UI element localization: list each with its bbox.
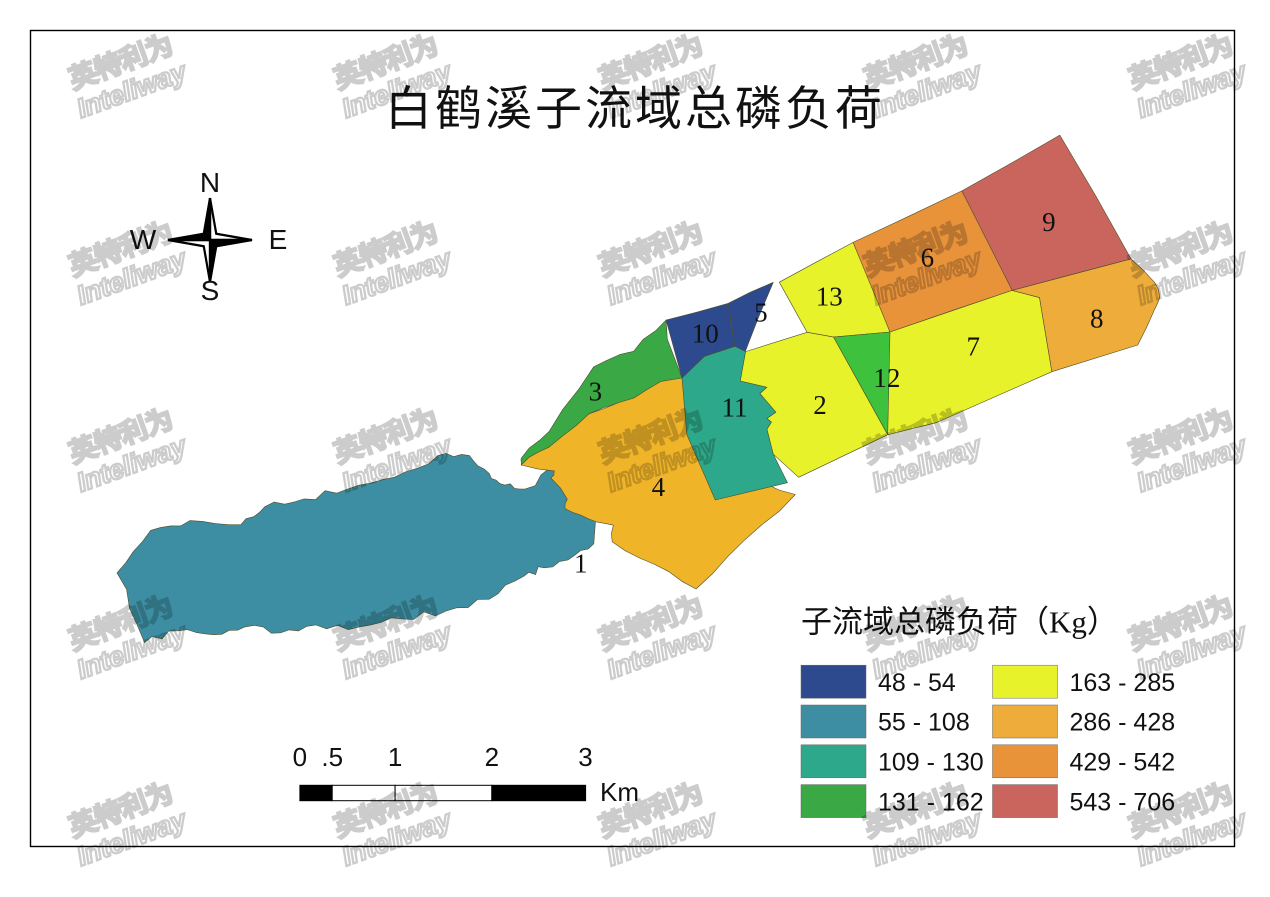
svg-text:S: S <box>201 275 220 306</box>
svg-text:E: E <box>269 224 288 255</box>
svg-text:W: W <box>130 224 157 255</box>
svg-text:N: N <box>200 167 220 198</box>
